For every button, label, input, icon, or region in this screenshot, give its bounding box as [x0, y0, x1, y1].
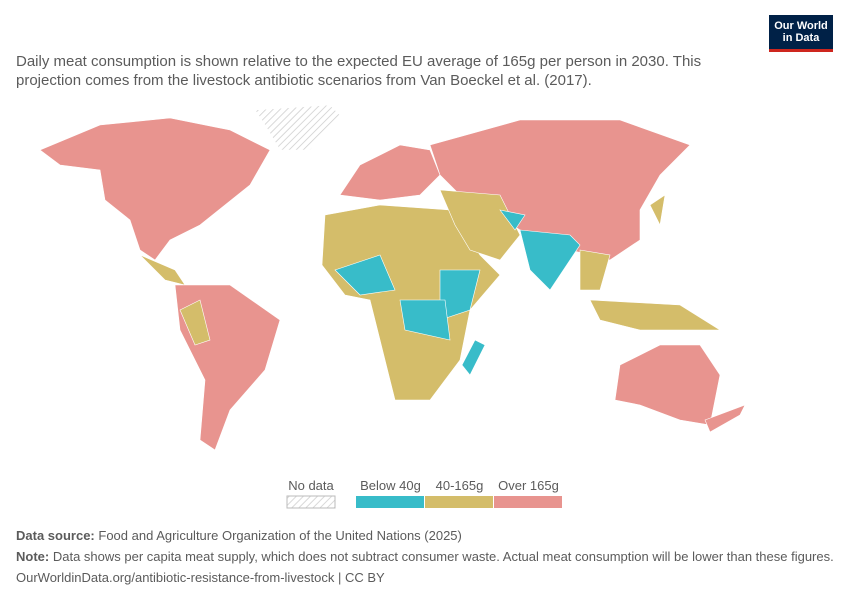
logo-text: in Data	[782, 32, 820, 44]
region[interactable]	[139, 254, 186, 286]
legend-swatch[interactable]	[425, 496, 493, 508]
region[interactable]	[704, 404, 746, 433]
note-text: Data shows per capita meat supply, which…	[52, 549, 834, 564]
region[interactable]	[519, 229, 581, 291]
legend-swatch[interactable]	[494, 496, 562, 508]
source: Data source: Food and Agriculture Organi…	[16, 528, 462, 543]
legend-swatch[interactable]	[356, 496, 424, 508]
legend-label: Below 40g	[360, 478, 421, 493]
region[interactable]	[399, 299, 451, 341]
region[interactable]	[579, 249, 611, 291]
subtitle-line: Daily meat consumption is shown relative…	[16, 53, 702, 70]
source-label: Data source:	[16, 528, 95, 543]
legend-label: 40-165g	[436, 478, 484, 493]
region[interactable]	[614, 344, 721, 426]
note: Note: Data shows per capita meat supply,…	[16, 549, 834, 564]
source-text: Food and Agriculture Organization of the…	[98, 528, 462, 543]
logo-text: Our World	[774, 20, 828, 32]
region[interactable]	[334, 254, 396, 296]
region[interactable]	[461, 339, 486, 376]
region[interactable]	[439, 189, 521, 261]
legend-label: No data	[288, 478, 334, 493]
subtitle-line: projection comes from the livestock anti…	[16, 72, 592, 89]
region[interactable]	[589, 299, 722, 331]
region[interactable]	[179, 299, 211, 346]
region[interactable]	[339, 144, 441, 201]
legend-swatch[interactable]	[286, 495, 336, 509]
url[interactable]: OurWorldinData.org/antibiotic-resistance…	[16, 570, 385, 585]
legend-label: Over 165g	[498, 478, 559, 493]
greenland[interactable]	[254, 104, 341, 151]
map: No data Below 40g 40-165g Over 165g	[39, 104, 746, 509]
logo[interactable]: Our World in Data	[769, 15, 833, 52]
region[interactable]	[649, 194, 666, 226]
region[interactable]	[39, 117, 271, 261]
subtitle: Daily meat consumption is shown relative…	[16, 52, 701, 90]
note-label: Note:	[16, 549, 50, 564]
region[interactable]	[499, 209, 526, 231]
legend: No data Below 40g 40-165g Over 165g	[286, 478, 562, 509]
